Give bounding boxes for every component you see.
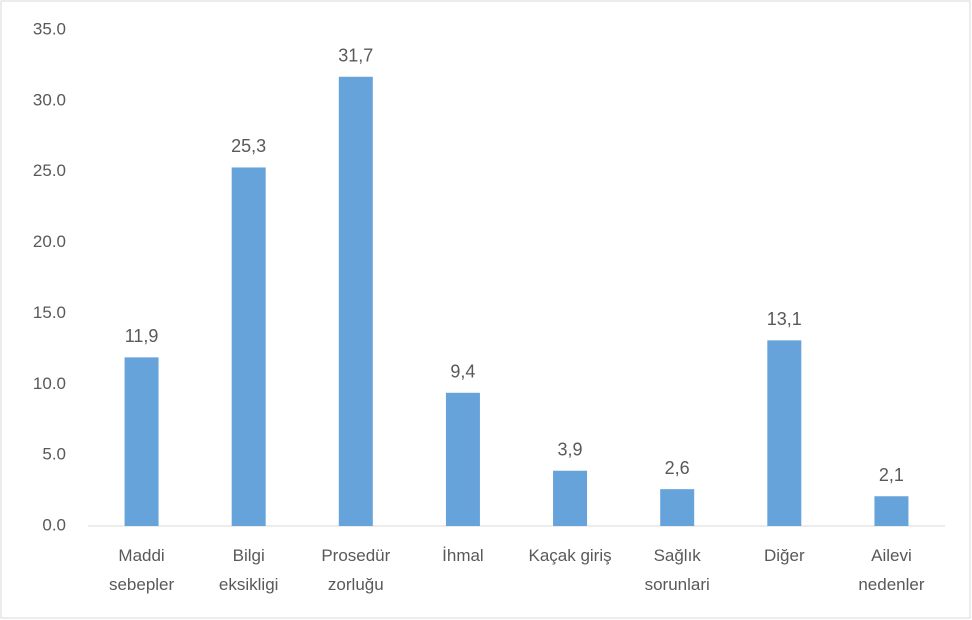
x-tick-label: İhmal: [442, 546, 484, 565]
y-tick-label: 10.0: [33, 374, 66, 393]
data-label: 2,6: [665, 458, 690, 478]
x-tick-label-line: Maddi: [118, 546, 164, 565]
x-tick-label: Maddi sebepler: [109, 546, 175, 594]
x-tick-label-line: sorunlari: [645, 575, 710, 594]
bar: [767, 340, 802, 526]
y-tick-label: 15.0: [33, 303, 66, 322]
x-tick-label-line: Ailevi: [871, 546, 912, 565]
x-tick-label-line: Diğer: [764, 546, 805, 565]
data-label: 25,3: [231, 136, 266, 156]
bar: [124, 357, 159, 526]
x-tick-label-line: Prosedür: [321, 546, 390, 565]
y-tick-label: 30.0: [33, 90, 66, 109]
data-label: 9,4: [450, 362, 475, 382]
y-tick-label: 20.0: [33, 232, 66, 251]
x-tick-label: Sağlık sorunlari: [645, 546, 710, 594]
y-tick-label: 5.0: [42, 445, 66, 464]
x-tick-label-line: zorluğu: [328, 575, 384, 594]
bar: [445, 392, 480, 526]
x-tick-label-line: eksikligi: [219, 575, 279, 594]
data-label: 13,1: [767, 309, 802, 329]
x-tick-label-line: Bilgi: [233, 546, 265, 565]
bar: [874, 496, 909, 526]
data-label: 2,1: [879, 465, 904, 485]
x-tick-label: Prosedür zorluğu: [321, 546, 390, 594]
x-tick-label-line: Sağlık: [654, 546, 702, 565]
data-label: 31,7: [338, 46, 373, 66]
data-label: 3,9: [558, 439, 583, 459]
x-tick-label: Kaçak giriş: [528, 546, 611, 565]
bar: [660, 489, 695, 526]
x-tick-label-line: nedenler: [858, 575, 925, 594]
y-tick-label: 0.0: [42, 515, 66, 534]
bar: [553, 470, 588, 526]
y-tick-label: 25.0: [33, 161, 66, 180]
x-tick-label-line: Kaçak giriş: [528, 546, 611, 565]
x-tick-label: Bilgi eksikligi: [219, 546, 279, 594]
bar: [338, 76, 373, 526]
x-tick-label: Ailevi nedenler: [858, 546, 925, 594]
bar: [231, 167, 266, 526]
x-tick-label: Diğer: [764, 546, 805, 565]
data-label: 11,9: [125, 326, 159, 346]
y-tick-label: 35.0: [33, 19, 66, 38]
x-tick-label-line: sebepler: [109, 575, 175, 594]
x-tick-label-line: İhmal: [442, 546, 484, 565]
